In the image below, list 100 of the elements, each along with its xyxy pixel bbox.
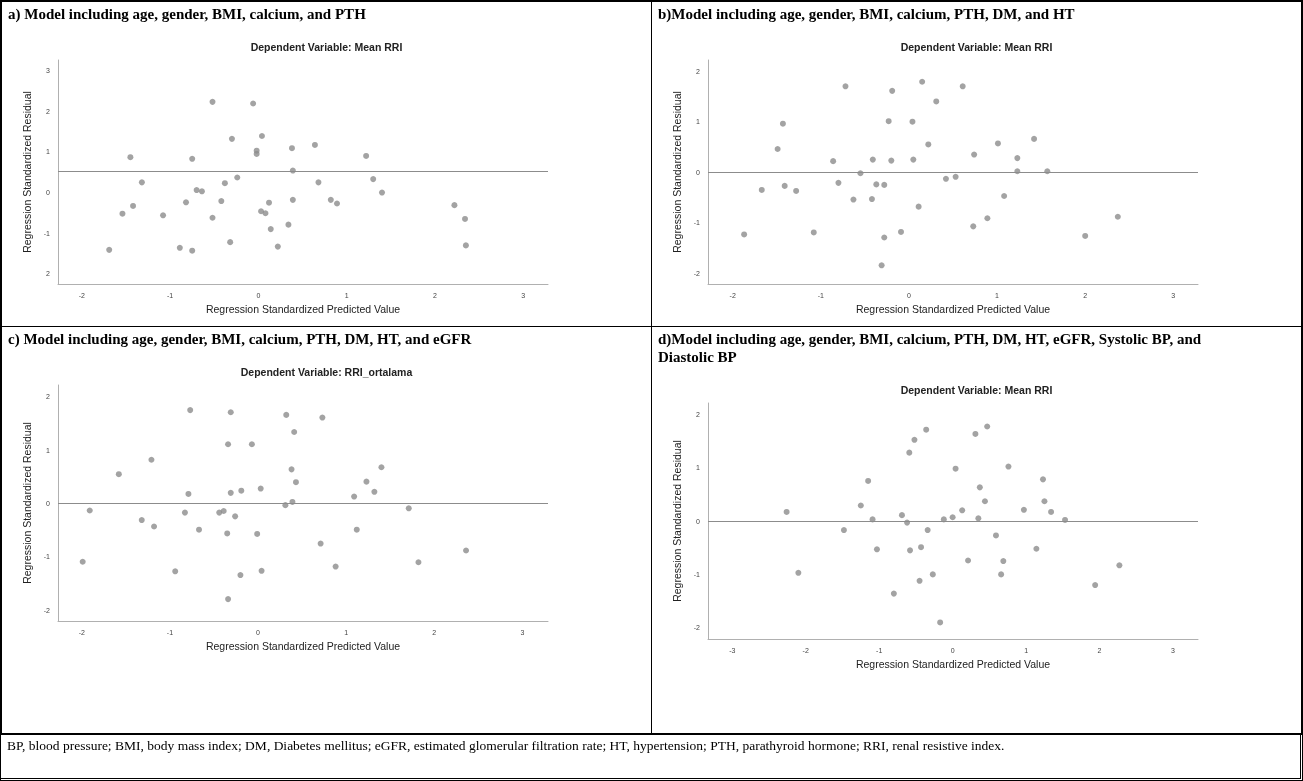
point: [266, 199, 273, 206]
point: [209, 214, 216, 221]
point: [451, 202, 458, 209]
point: [898, 512, 905, 519]
point: [462, 242, 469, 249]
point: [923, 426, 930, 433]
point: [148, 456, 155, 463]
x-axis-title: Regression Standardized Predicted Value: [855, 303, 1051, 316]
point: [830, 158, 837, 165]
point: [994, 140, 1001, 147]
point: [909, 118, 916, 125]
point: [379, 189, 386, 196]
point: [810, 229, 817, 236]
point: [228, 135, 235, 142]
point: [924, 527, 931, 534]
point: [160, 212, 167, 219]
point: [952, 465, 959, 472]
point: [970, 223, 977, 230]
chart-title: a) Model including age, gender, BMI, calcium, and PTH: [8, 5, 367, 23]
point: [415, 559, 422, 566]
y-axis-title: Regression Standardized Residual: [671, 440, 684, 602]
point: [885, 118, 892, 125]
point: [370, 176, 377, 183]
point: [793, 187, 800, 194]
point: [248, 441, 255, 448]
point: [1031, 135, 1038, 142]
chart-title: c) Model including age, gender, BMI, calcium, PTH, DM, HT, and eGFR: [8, 330, 473, 348]
point: [187, 407, 194, 414]
point: [971, 151, 978, 158]
point: [237, 572, 244, 579]
point: [234, 174, 241, 181]
point: [842, 83, 849, 90]
point: [353, 526, 360, 533]
point: [881, 234, 888, 241]
point: [283, 411, 290, 418]
point: [258, 208, 265, 215]
point: [1116, 562, 1123, 569]
y-axis-title: Regression Standardized Residual: [21, 91, 34, 253]
point: [915, 203, 922, 210]
point: [998, 571, 1005, 578]
point: [462, 215, 469, 222]
chart-title: b)Model including age, gender, BMI, calcium, PTH, DM, and HT: [658, 5, 1076, 23]
point: [130, 202, 137, 209]
point: [1005, 463, 1012, 470]
point: [334, 200, 340, 207]
point: [1001, 193, 1008, 200]
point: [916, 577, 923, 584]
point: [315, 179, 322, 186]
point: [289, 196, 296, 203]
point: [317, 540, 324, 547]
point: [975, 515, 982, 522]
point: [181, 509, 188, 516]
point: [869, 156, 876, 163]
point: [262, 210, 269, 217]
point: [238, 487, 245, 494]
point: [106, 246, 113, 253]
point: [942, 175, 949, 182]
point: [972, 430, 979, 437]
point: [363, 478, 370, 485]
point: [138, 517, 145, 524]
point: [363, 152, 370, 159]
point: [965, 557, 972, 564]
point: [292, 479, 299, 486]
point: [795, 569, 802, 576]
point: [1041, 498, 1048, 505]
point: [910, 156, 917, 163]
point: [976, 484, 983, 491]
point: [151, 523, 158, 530]
point: [250, 100, 257, 107]
point: [378, 464, 385, 471]
point: [911, 436, 918, 443]
point: [889, 87, 896, 94]
point: [1040, 476, 1046, 483]
point: [319, 414, 326, 421]
point: [198, 188, 205, 195]
point: [918, 544, 925, 551]
point: [176, 244, 183, 251]
chart-title: d)Model including age, gender, BMI, calcium, PTH, DM, HT, eGFR, Systolic BP, and Diastolic BP: [658, 330, 1203, 366]
point: [257, 485, 264, 492]
point: [959, 507, 966, 514]
point: [857, 502, 864, 509]
point: [1000, 558, 1007, 565]
point: [906, 449, 913, 456]
point: [1020, 506, 1027, 513]
point: [258, 567, 265, 574]
point: [189, 155, 196, 162]
point: [984, 423, 991, 430]
x-axis-title: Regression Standardized Predicted Value: [205, 303, 401, 316]
chart-subtitle: Dependent Variable: Mean RRI: [900, 40, 1053, 53]
point: [227, 239, 234, 246]
chart-subtitle: Dependent Variable: RRI_ortalama: [240, 365, 413, 378]
point: [258, 133, 265, 140]
point: [933, 98, 940, 105]
point: [267, 226, 274, 233]
point: [992, 532, 999, 539]
point: [218, 198, 225, 205]
point: [1014, 155, 1021, 162]
point: [890, 590, 897, 597]
point: [840, 527, 847, 534]
point: [285, 221, 292, 228]
